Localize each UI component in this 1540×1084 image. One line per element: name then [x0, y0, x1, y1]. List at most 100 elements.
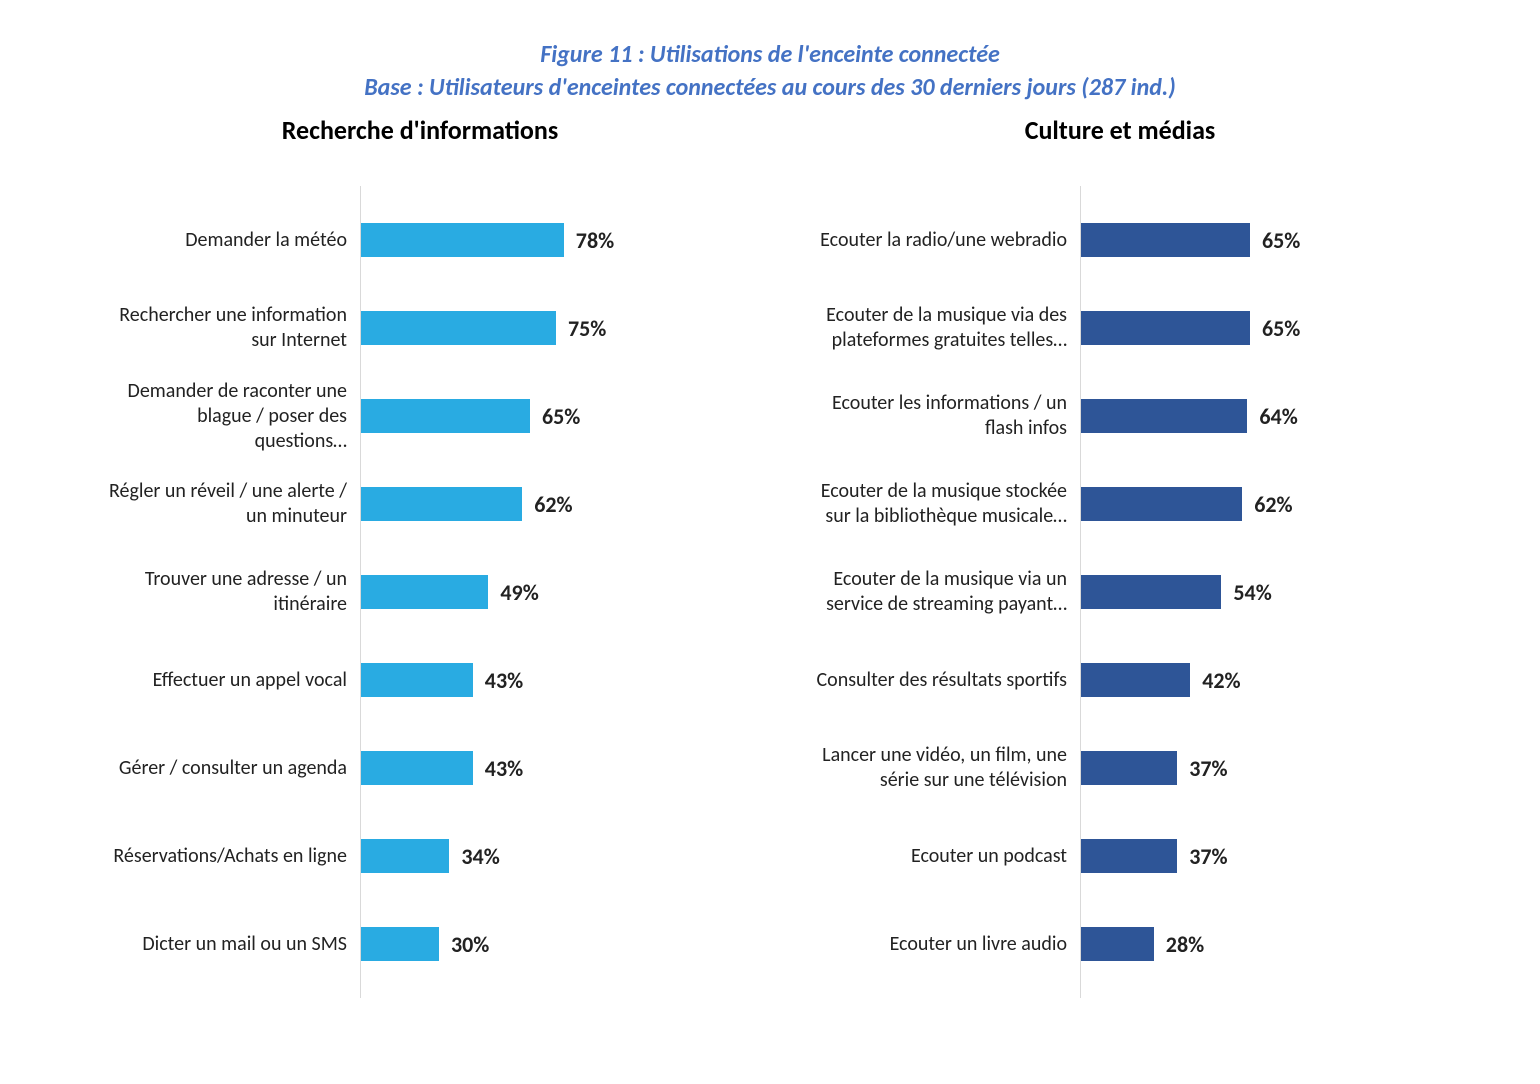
bar-track: 28% — [1081, 900, 1440, 988]
bar-track: 75% — [361, 284, 740, 372]
bar-label: Ecouter de la musique stockée sur la bib… — [801, 479, 1081, 529]
bar — [361, 751, 473, 785]
bar-value: 75% — [568, 315, 606, 342]
figure-subtitle: Base : Utilisateurs d'enceintes connecté… — [100, 73, 1440, 102]
bar-row: Ecouter un podcast37% — [1081, 812, 1440, 900]
bar-row: Gérer / consulter un agenda43% — [361, 724, 740, 812]
bar — [361, 399, 530, 433]
bar-row: Demander de raconter une blague / poser … — [361, 372, 740, 460]
chart-panel-right: Culture et médias Ecouter la radio/une w… — [800, 114, 1440, 998]
bar-label: Régler un réveil / une alerte / un minut… — [101, 479, 361, 529]
bar-label: Rechercher une information sur Internet — [101, 303, 361, 353]
bar-label: Consulter des résultats sportifs — [801, 668, 1081, 693]
bar-value: 34% — [461, 843, 499, 870]
bar — [1081, 487, 1242, 521]
bar-label: Ecouter de la musique via un service de … — [801, 567, 1081, 617]
bar-value: 65% — [1262, 315, 1300, 342]
bar — [361, 223, 564, 257]
bar-track: 37% — [1081, 724, 1440, 812]
bar-track: 65% — [1081, 196, 1440, 284]
bar-row: Ecouter les informations / un flash info… — [1081, 372, 1440, 460]
bar — [361, 839, 449, 873]
chart-body-right: Ecouter la radio/une webradio65%Ecouter … — [800, 186, 1440, 998]
bar-label: Trouver une adresse / un itinéraire — [101, 567, 361, 617]
bar-row: Demander la météo78% — [361, 196, 740, 284]
bar-label: Effectuer un appel vocal — [101, 668, 361, 693]
bar — [1081, 399, 1247, 433]
bar — [1081, 927, 1154, 961]
chart-area-right: Ecouter la radio/une webradio65%Ecouter … — [1080, 186, 1440, 998]
bar-label: Ecouter un podcast — [801, 844, 1081, 869]
bar-label: Lancer une vidéo, un film, une série sur… — [801, 743, 1081, 793]
bar-value: 49% — [500, 579, 538, 606]
bar — [361, 487, 522, 521]
bar-row: Ecouter la radio/une webradio65% — [1081, 196, 1440, 284]
bar-row: Lancer une vidéo, un film, une série sur… — [1081, 724, 1440, 812]
bar — [1081, 311, 1250, 345]
bar-value: 78% — [576, 227, 614, 254]
bar-value: 43% — [485, 667, 523, 694]
bar-label: Demander de raconter une blague / poser … — [101, 379, 361, 454]
bar-track: 49% — [361, 548, 740, 636]
bar-value: 37% — [1189, 755, 1227, 782]
bar-value: 65% — [1262, 227, 1300, 254]
bar-track: 62% — [1081, 460, 1440, 548]
bar-value: 30% — [451, 931, 489, 958]
bar — [1081, 223, 1250, 257]
bar — [361, 927, 439, 961]
bar-track: 78% — [361, 196, 740, 284]
chart-body-left: Demander la météo78%Rechercher une infor… — [100, 186, 740, 998]
bar-track: 64% — [1081, 372, 1440, 460]
bar-track: 65% — [1081, 284, 1440, 372]
bar-row: Régler un réveil / une alerte / un minut… — [361, 460, 740, 548]
bar-label: Ecouter un livre audio — [801, 932, 1081, 957]
bar — [1081, 839, 1177, 873]
panel-title-left: Recherche d'informations — [100, 114, 740, 146]
bar-track: 37% — [1081, 812, 1440, 900]
bar-row: Consulter des résultats sportifs42% — [1081, 636, 1440, 724]
charts-row: Recherche d'informations Demander la mét… — [100, 114, 1440, 998]
chart-panel-left: Recherche d'informations Demander la mét… — [100, 114, 740, 998]
bar — [1081, 575, 1221, 609]
bar-value: 62% — [534, 491, 572, 518]
bar-track: 65% — [361, 372, 740, 460]
figure-title: Figure 11 : Utilisations de l'enceinte c… — [100, 40, 1440, 69]
bar-track: 30% — [361, 900, 740, 988]
bar-track: 43% — [361, 636, 740, 724]
bar-value: 62% — [1254, 491, 1292, 518]
bar-label: Demander la météo — [101, 228, 361, 253]
bar-label: Dicter un mail ou un SMS — [101, 932, 361, 957]
bar-row: Ecouter de la musique via un service de … — [1081, 548, 1440, 636]
bar — [361, 311, 556, 345]
bar-track: 62% — [361, 460, 740, 548]
bar-value: 65% — [542, 403, 580, 430]
bar — [1081, 663, 1190, 697]
bar-value: 28% — [1166, 931, 1204, 958]
bar-row: Ecouter de la musique via des plateforme… — [1081, 284, 1440, 372]
bar-value: 37% — [1189, 843, 1227, 870]
bar-row: Trouver une adresse / un itinéraire49% — [361, 548, 740, 636]
bar-row: Réservations/Achats en ligne34% — [361, 812, 740, 900]
bar-row: Ecouter de la musique stockée sur la bib… — [1081, 460, 1440, 548]
bar-label: Gérer / consulter un agenda — [101, 756, 361, 781]
bar-track: 43% — [361, 724, 740, 812]
chart-area-left: Demander la météo78%Rechercher une infor… — [360, 186, 740, 998]
bar-label: Ecouter la radio/une webradio — [801, 228, 1081, 253]
bar — [1081, 751, 1177, 785]
bar-value: 54% — [1233, 579, 1271, 606]
bar-value: 43% — [485, 755, 523, 782]
bar-row: Dicter un mail ou un SMS30% — [361, 900, 740, 988]
bar-row: Rechercher une information sur Internet7… — [361, 284, 740, 372]
bar — [361, 575, 488, 609]
bar-track: 42% — [1081, 636, 1440, 724]
bar-row: Ecouter un livre audio28% — [1081, 900, 1440, 988]
bar-label: Réservations/Achats en ligne — [101, 844, 361, 869]
panel-title-right: Culture et médias — [800, 114, 1440, 146]
bar-value: 64% — [1259, 403, 1297, 430]
bar — [361, 663, 473, 697]
bar-label: Ecouter les informations / un flash info… — [801, 391, 1081, 441]
bar-track: 34% — [361, 812, 740, 900]
bar-value: 42% — [1202, 667, 1240, 694]
bar-track: 54% — [1081, 548, 1440, 636]
bar-label: Ecouter de la musique via des plateforme… — [801, 303, 1081, 353]
